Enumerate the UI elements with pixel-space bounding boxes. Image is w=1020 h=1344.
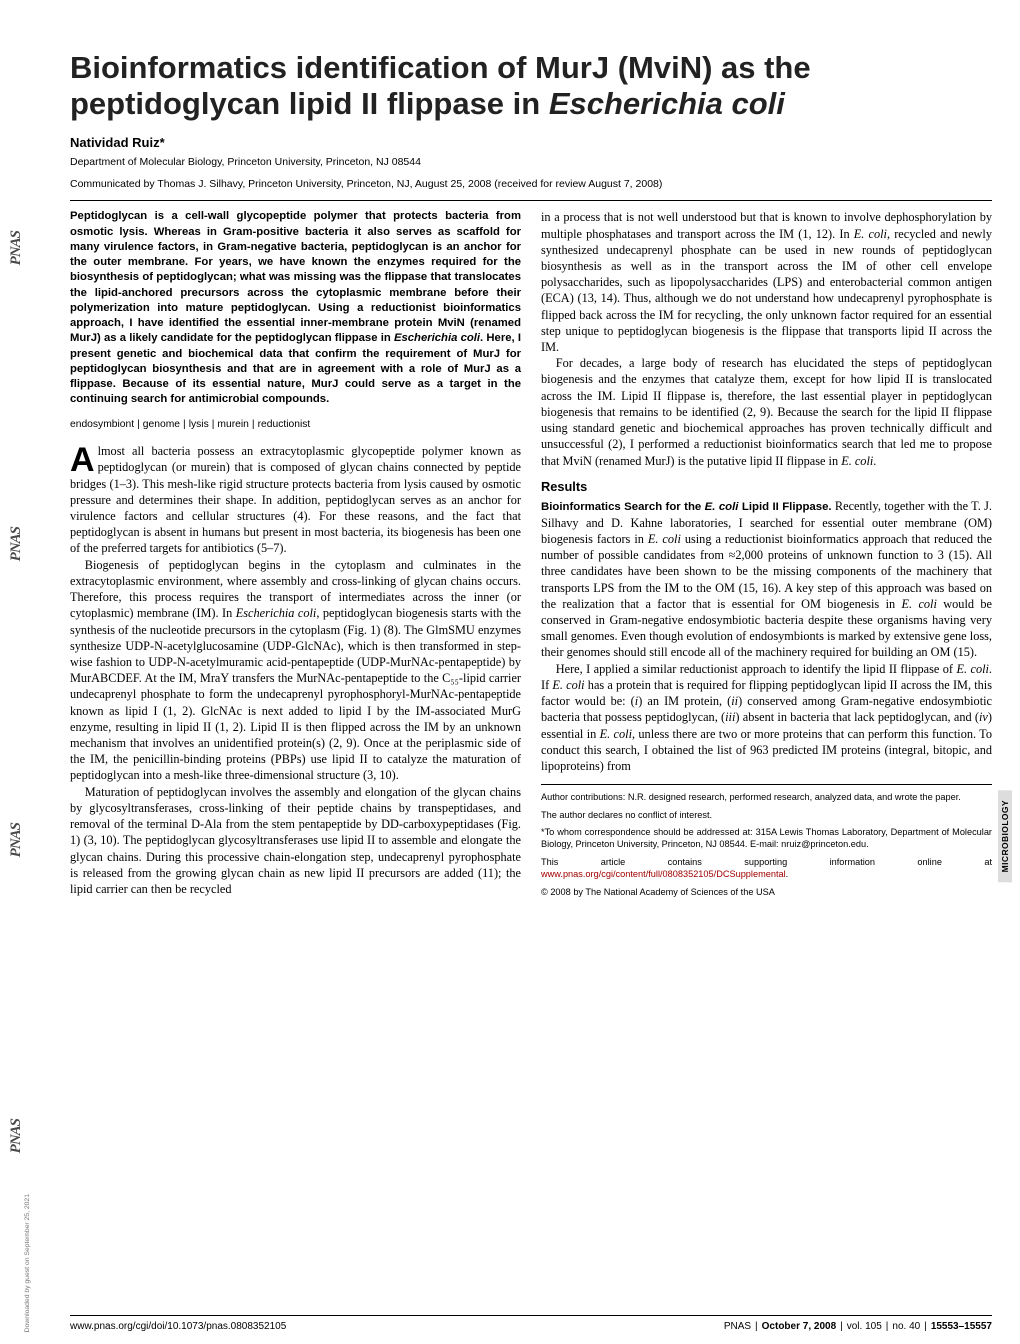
page-footer: www.pnas.org/cgi/doi/10.1073/pnas.080835… [70, 1315, 992, 1332]
p3: Maturation of peptidoglycan involves the… [70, 785, 521, 896]
download-note: Downloaded by guest on September 25, 202… [24, 1194, 31, 1332]
species: Escherichia coli [236, 606, 317, 620]
footnote-author-contrib: Author contributions: N.R. designed rese… [541, 791, 992, 803]
body-paragraph: For decades, a large body of research ha… [541, 355, 992, 469]
body-paragraph: Almost all bacteria possess an extracyto… [70, 443, 521, 557]
footer-vol: vol. 105 [847, 1321, 882, 1332]
roman-iii: iii [725, 710, 735, 724]
keyword: reductionist [258, 419, 311, 430]
pnas-logo: PNAS [8, 823, 48, 857]
two-column-body: Peptidoglycan is a cell-wall glycopeptid… [70, 209, 992, 900]
footer-doi: www.pnas.org/cgi/doi/10.1073/pnas.080835… [70, 1321, 286, 1332]
author-line: Natividad Ruiz* [70, 135, 992, 150]
keyword: endosymbiont [70, 419, 134, 430]
keyword: genome [143, 419, 180, 430]
inline-a: Bioinformatics Search for the [541, 501, 705, 513]
keyword: lysis [189, 419, 209, 430]
fn4a: This article contains supporting informa… [541, 857, 992, 867]
inline-subheading: Bioinformatics Search for the E. coli Li… [541, 501, 832, 513]
article-title: Bioinformatics identification of MurJ (M… [70, 50, 992, 121]
footnotes-block: Author contributions: N.R. designed rese… [541, 784, 992, 898]
p7a: Here, I applied a similar reductionist a… [556, 662, 957, 676]
body-paragraph: Biogenesis of peptidoglycan begins in th… [70, 557, 521, 784]
footer-citation: PNAS|October 7, 2008|vol. 105|no. 40|155… [724, 1321, 992, 1332]
pnas-logo: PNAS [8, 231, 48, 265]
p1-text: lmost all bacteria possess an extracytop… [70, 444, 521, 555]
p2c: , peptidoglycan biogenesis starts with t… [70, 606, 521, 782]
roman-iv: iv [979, 710, 988, 724]
p5a: For decades, a large body of research ha… [541, 356, 992, 467]
communicated-line: Communicated by Thomas J. Silhavy, Princ… [70, 178, 992, 190]
species: E. coli [552, 678, 584, 692]
species: E. coli [854, 227, 887, 241]
rule-top [70, 200, 992, 201]
pnas-sidebar-logo-strip: PNAS PNAS PNAS PNAS [8, 100, 48, 1284]
footnote-correspondence: *To whom correspondence should be addres… [541, 826, 992, 851]
page-content: Bioinformatics identification of MurJ (M… [70, 50, 992, 1306]
abstract-text-a: Peptidoglycan is a cell-wall glycopeptid… [70, 210, 521, 344]
category-tab: MICROBIOLOGY [998, 790, 1012, 882]
footer-date: October 7, 2008 [762, 1321, 836, 1332]
footnote-coi: The author declares no conflict of inter… [541, 809, 992, 821]
species: E. coli [648, 532, 681, 546]
p5c: . [873, 454, 876, 468]
footnote-copyright: © 2008 by The National Academy of Scienc… [541, 886, 992, 898]
species: E. coli [705, 501, 739, 513]
abstract-species: Escherichia coli [394, 332, 480, 344]
affiliation: Department of Molecular Biology, Princet… [70, 156, 992, 168]
species: E. coli [841, 454, 873, 468]
p7k: ) absent in bacteria that lack peptidogl… [735, 710, 979, 724]
footer-no: no. 40 [892, 1321, 920, 1332]
abstract: Peptidoglycan is a cell-wall glycopeptid… [70, 209, 521, 407]
body-paragraph: Maturation of peptidoglycan involves the… [70, 784, 521, 898]
body-paragraph: Here, I applied a similar reductionist a… [541, 661, 992, 775]
species: E. coli [902, 597, 937, 611]
body-paragraph: in a process that is not well understood… [541, 209, 992, 355]
pnas-logo: PNAS [8, 1119, 48, 1153]
species: E. coli [600, 727, 632, 741]
footer-journal: PNAS [724, 1321, 751, 1332]
fn4b: . [786, 869, 789, 879]
keyword: murein [217, 419, 248, 430]
title-species: Escherichia coli [549, 86, 785, 121]
si-link[interactable]: www.pnas.org/cgi/content/full/0808352105… [541, 869, 786, 879]
footer-pages: 15553–15557 [931, 1321, 992, 1332]
footnotes-rule [541, 784, 992, 785]
inline-c: Lipid II Flippase. [738, 501, 831, 513]
section-heading-results: Results [541, 479, 992, 496]
p4c: , recycled and newly synthesized undecap… [541, 227, 992, 355]
species: E. coli [956, 662, 988, 676]
pnas-logo: PNAS [8, 527, 48, 561]
footnote-si: This article contains supporting informa… [541, 856, 992, 881]
p7g: ) an IM protein, ( [638, 694, 731, 708]
dropcap: A [70, 443, 98, 475]
body-paragraph: Bioinformatics Search for the E. coli Li… [541, 498, 992, 661]
keywords-line: endosymbiont|genome|lysis|murein|reducti… [70, 418, 521, 432]
